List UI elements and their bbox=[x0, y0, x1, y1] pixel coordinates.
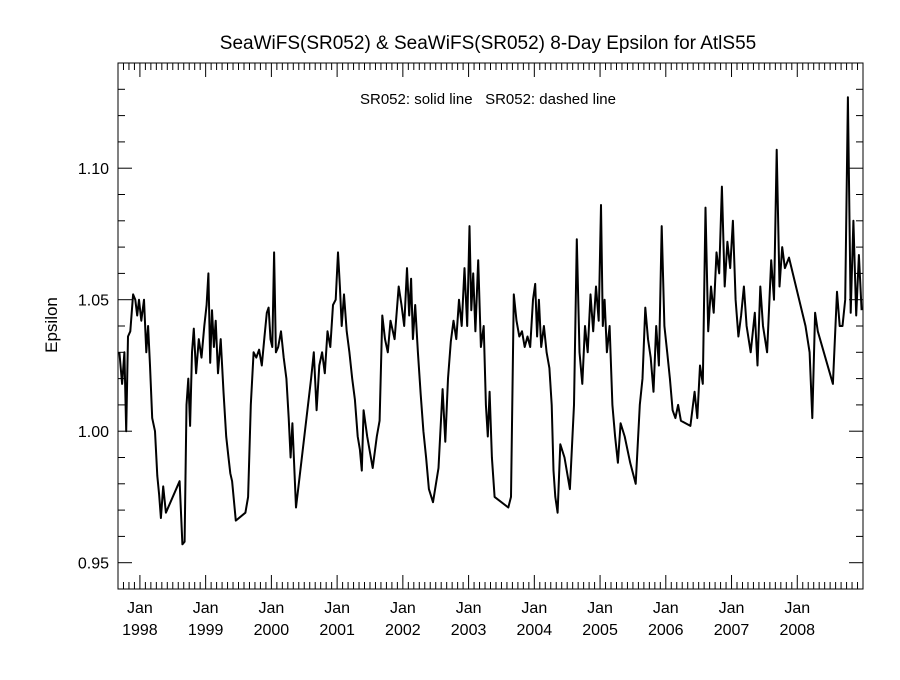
x-tick-year-label: 1999 bbox=[188, 622, 224, 639]
series-group bbox=[118, 96, 863, 546]
y-axis-ticks: 0.95 1.00 1.05 1.10 bbox=[78, 62, 863, 590]
y-tick-label: 0.95 bbox=[78, 556, 109, 573]
x-axis-ticks: Jan 1998 Jan 1999 Jan 2000 Jan 2001 Jan 2002 Jan 20… bbox=[117, 63, 864, 639]
x-tick-month-label: Jan bbox=[258, 600, 284, 617]
x-tick-year-label: 2005 bbox=[582, 622, 618, 639]
x-tick-month-label: Jan bbox=[653, 600, 679, 617]
x-tick-month-label: Jan bbox=[587, 600, 613, 617]
y-tick-label: 1.05 bbox=[78, 293, 109, 310]
chart-title: SeaWiFS(SR052) & SeaWiFS(SR052) 8-Day Ep… bbox=[220, 33, 756, 54]
x-tick-month-label: Jan bbox=[456, 600, 482, 617]
x-tick-month-label: Jan bbox=[390, 600, 416, 617]
x-tick-year-label: 2004 bbox=[517, 622, 553, 639]
y-tick-label: 1.10 bbox=[78, 161, 109, 178]
x-tick-year-label: 2003 bbox=[451, 622, 487, 639]
y-tick-label: 1.00 bbox=[78, 424, 109, 441]
y-axis-label: Epsilon bbox=[42, 297, 61, 353]
x-tick-year-label: 1998 bbox=[122, 622, 158, 639]
x-tick-month-label: Jan bbox=[719, 600, 745, 617]
x-tick-year-label: 2002 bbox=[385, 622, 421, 639]
x-tick-year-label: 2007 bbox=[714, 622, 750, 639]
x-tick-month-label: Jan bbox=[784, 600, 810, 617]
x-tick-month-label: Jan bbox=[127, 600, 153, 617]
x-tick-year-label: 2001 bbox=[319, 622, 355, 639]
x-tick-month-label: Jan bbox=[521, 600, 547, 617]
x-tick-year-label: 2008 bbox=[779, 622, 815, 639]
x-tick-month-label: Jan bbox=[324, 600, 350, 617]
legend-annotation: SR052: solid line SR052: dashed line bbox=[360, 91, 616, 108]
epsilon-series-line bbox=[118, 96, 863, 546]
x-tick-month-label: Jan bbox=[193, 600, 219, 617]
x-tick-year-label: 2006 bbox=[648, 622, 684, 639]
x-tick-year-label: 2000 bbox=[254, 622, 290, 639]
